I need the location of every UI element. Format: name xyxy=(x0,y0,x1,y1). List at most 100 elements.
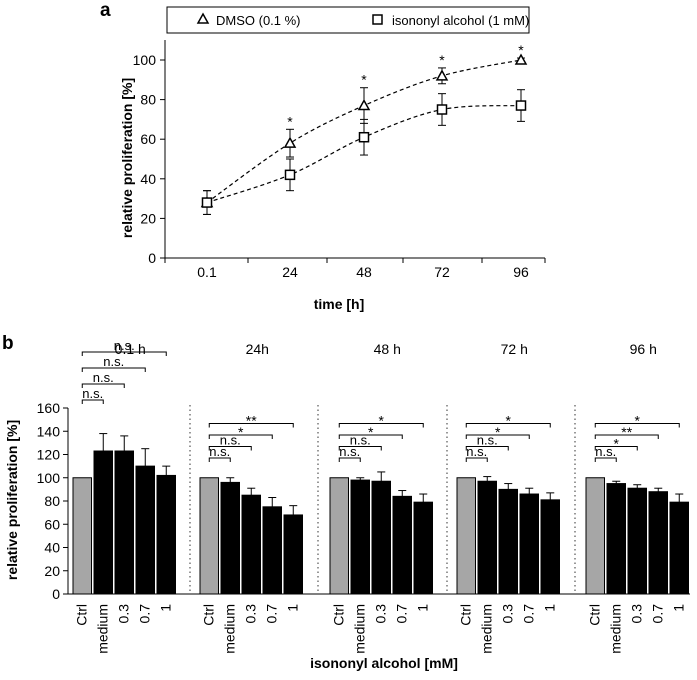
bar-treated xyxy=(135,465,155,595)
legend-box xyxy=(166,6,530,34)
panel-label-b: b xyxy=(2,333,14,354)
marker-triangle xyxy=(435,69,449,81)
bar-treated xyxy=(669,501,689,595)
bar-treated xyxy=(283,514,303,595)
x-tick-label-a: 96 xyxy=(513,264,529,280)
category-label: 1 xyxy=(414,604,430,612)
significance-label: * xyxy=(379,413,385,429)
marker-triangle xyxy=(514,53,528,65)
significance-bracket xyxy=(465,423,551,428)
bar-treated xyxy=(477,480,497,595)
group-title: 24h xyxy=(246,341,269,357)
category-label: 1 xyxy=(157,604,173,612)
significance-star: * xyxy=(518,42,524,58)
panel-label-a: a xyxy=(100,0,111,21)
category-label: 0.3 xyxy=(499,604,515,624)
y-tick-label-a: 60 xyxy=(140,131,156,147)
significance-label: n.s. xyxy=(114,338,135,353)
category-label: medium xyxy=(221,604,237,654)
y-tick-label-b: 40 xyxy=(44,540,60,556)
significance-label: n.s. xyxy=(82,386,103,401)
category-label: 0.3 xyxy=(628,604,644,624)
bar-ctrl xyxy=(72,477,92,595)
x-tick-label-a: 72 xyxy=(434,264,450,280)
marker-triangle xyxy=(357,98,371,111)
significance-bracket xyxy=(208,434,273,439)
category-label: Ctrl xyxy=(586,604,602,626)
significance-bracket xyxy=(465,457,488,462)
group-title: 72 h xyxy=(501,341,528,357)
y-axis-title-a: relative proliferation [%] xyxy=(119,78,135,238)
x-tick-label-a: 0.1 xyxy=(197,264,217,280)
bar-treated xyxy=(519,493,539,595)
bar-treated xyxy=(413,501,433,595)
y-tick-label-b: 140 xyxy=(37,423,61,439)
y-tick-label-b: 160 xyxy=(37,400,61,416)
legend-marker-square xyxy=(372,14,383,25)
significance-bracket xyxy=(338,446,382,451)
y-axis-title-b: relative proliferation [%] xyxy=(4,420,20,580)
bar-treated xyxy=(93,450,113,595)
significance-label: n.s. xyxy=(350,433,371,448)
significance-bracket xyxy=(594,446,638,451)
bar-treated xyxy=(371,480,391,595)
y-tick-label-b: 20 xyxy=(44,563,60,579)
significance-bracket xyxy=(208,457,231,462)
bar-ctrl xyxy=(456,477,476,595)
marker-square xyxy=(436,104,448,115)
bar-chart-panel-b: 0 20 40 60 80 100 120 140 160 0.1 h Ctrl medium 0.3… xyxy=(4,338,690,671)
significance-label: n.s. xyxy=(339,444,360,459)
significance-label: n.s. xyxy=(209,444,230,459)
significance-bracket xyxy=(465,446,509,451)
y-tick-label-a: 20 xyxy=(140,210,156,226)
y-tick-label-a: 80 xyxy=(140,92,156,108)
x-axis-title-b: isononyl alcohol [mM] xyxy=(310,655,458,671)
bar-treated xyxy=(648,491,668,595)
category-label: 0.3 xyxy=(242,604,258,624)
y-tick-label-b: 100 xyxy=(37,470,61,486)
significance-label: ** xyxy=(246,413,257,429)
bar-treated xyxy=(241,494,261,595)
group-title: 0.1 h xyxy=(115,341,146,357)
significance-label: * xyxy=(368,424,374,440)
significance-label: ** xyxy=(621,424,632,440)
category-label: medium xyxy=(94,604,110,654)
line-chart-panel-a: 0 20 40 60 80 100 0.1 24 48 72 96 * * * * DMSO (0.1 %… xyxy=(119,6,546,312)
legend-label-isononyl: isononyl alcohol (1 mM) xyxy=(392,13,529,28)
significance-label: n.s. xyxy=(93,370,114,385)
y-tick-label-a: 100 xyxy=(133,52,157,68)
bar-treated xyxy=(262,506,282,595)
category-label: 1 xyxy=(284,604,300,612)
legend: DMSO (0.1 %) isononyl alcohol (1 mM) xyxy=(166,6,530,34)
significance-bracket xyxy=(465,434,530,439)
significance-label: * xyxy=(238,424,244,440)
bar-treated xyxy=(392,495,412,595)
y-tick-label-b: 120 xyxy=(37,447,61,463)
significance-label: n.s. xyxy=(477,433,498,448)
y-tick-label-a: 40 xyxy=(140,171,156,187)
y-tick-label-a: 0 xyxy=(148,250,156,266)
category-label: 0.3 xyxy=(115,604,131,624)
significance-bracket xyxy=(208,423,294,428)
significance-bracket xyxy=(81,351,167,356)
marker-square xyxy=(201,197,213,208)
significance-label: n.s. xyxy=(103,354,124,369)
category-label: medium xyxy=(607,604,623,654)
category-label: 1 xyxy=(670,604,686,612)
category-label: 0.7 xyxy=(393,604,409,624)
y-tick-label-b: 80 xyxy=(44,493,60,509)
marker-square xyxy=(284,169,296,181)
category-label: Ctrl xyxy=(73,604,89,626)
bar-ctrl xyxy=(199,477,219,595)
significance-bracket xyxy=(81,383,125,388)
significance-bracket xyxy=(338,423,424,428)
significance-label: * xyxy=(506,413,512,429)
x-axis-title-a: time [h] xyxy=(314,296,365,312)
legend-label-dmso: DMSO (0.1 %) xyxy=(216,13,301,28)
significance-bracket xyxy=(594,423,680,428)
